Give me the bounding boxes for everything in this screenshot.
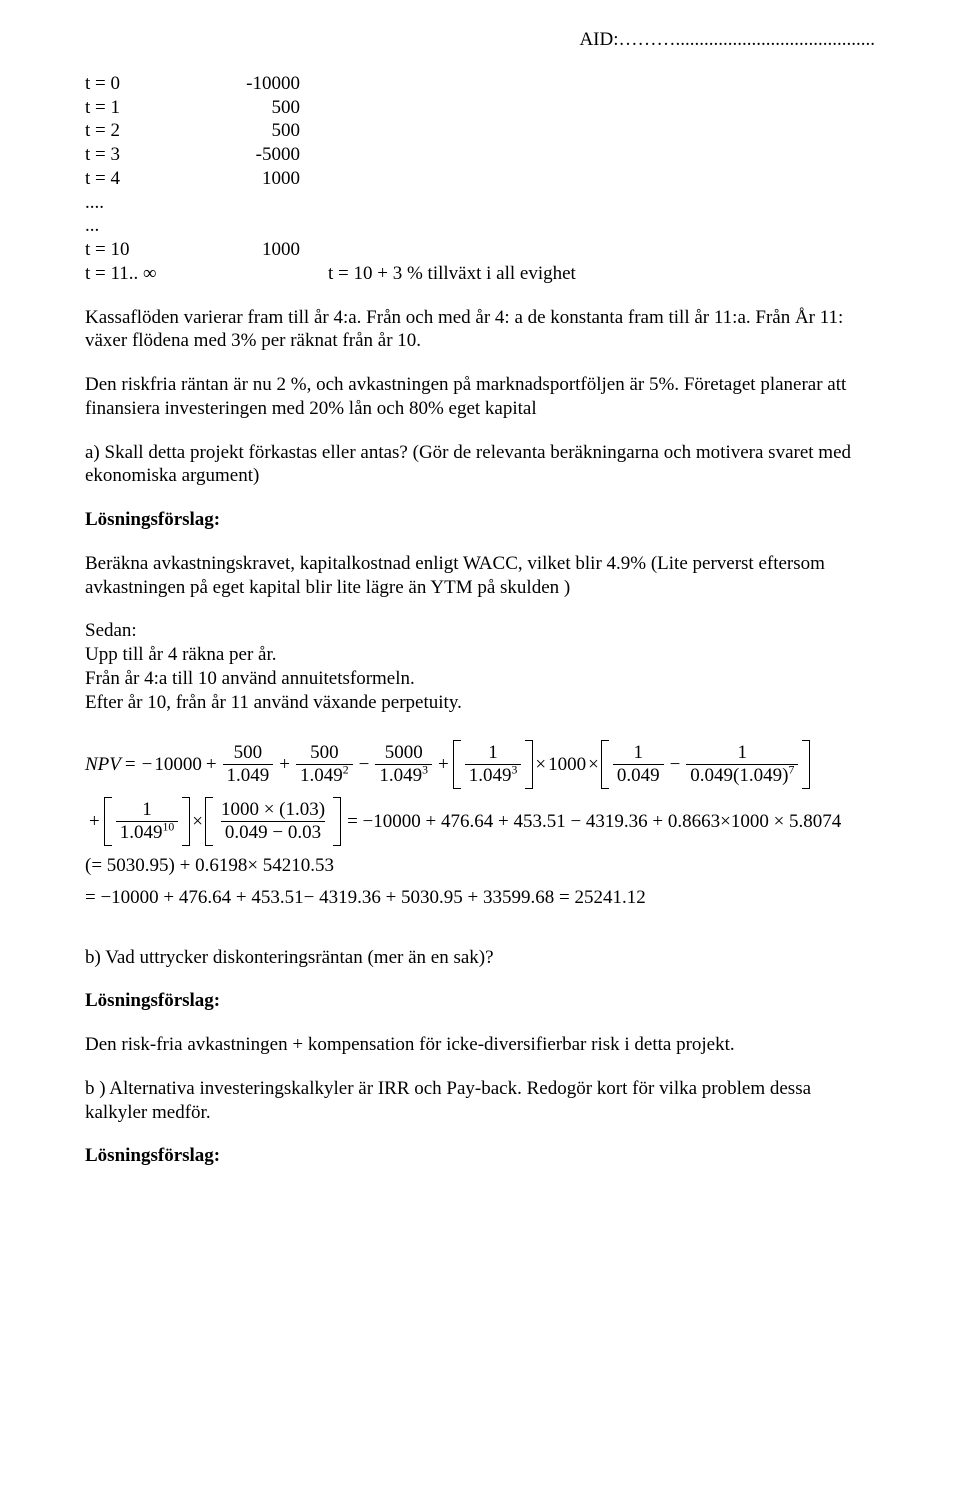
table-row: t = 1500 (85, 96, 576, 120)
sedan-label: Sedan: (85, 619, 875, 643)
problem-p3: a) Skall detta projekt förkastas eller a… (85, 441, 875, 489)
equals-sign: = (121, 753, 140, 777)
plus-sign: + (434, 753, 453, 777)
cashflow-t: t = 3 (85, 143, 230, 167)
frac-b2a: 1 0.049 (613, 743, 664, 786)
times-sign: × (190, 810, 205, 834)
cashflow-t: t = 2 (85, 119, 230, 143)
cashflow-t: t = 10 (85, 238, 230, 262)
table-row: t = 11.. ∞ t = 10 + 3 % tillväxt i all ev… (85, 262, 576, 286)
plus-sign: + (202, 753, 221, 777)
bracket-3: 1 1.04910 (104, 797, 191, 846)
part-b-q2: b ) Alternativa investeringskalkyler är … (85, 1077, 875, 1125)
plus-sign: + (85, 810, 104, 834)
table-row: t = 0-10000 (85, 72, 576, 96)
cashflow-v: -10000 (230, 72, 300, 96)
minus-sign: − (355, 753, 374, 777)
table-row: t = 41000 (85, 167, 576, 191)
table-row: ... (85, 214, 576, 238)
cashflow-v: 500 (230, 96, 300, 120)
cashflow-v (230, 191, 300, 215)
solution-a-l1: Upp till år 4 räkna per år. (85, 643, 875, 667)
cashflow-v (230, 262, 300, 286)
frac-r2b: 1000 × (1.03) 0.049 − 0.03 (217, 800, 329, 843)
cashflow-extra: t = 10 + 3 % tillväxt i all evighet (300, 262, 576, 286)
table-row: t = 2500 (85, 119, 576, 143)
cashflow-v (230, 214, 300, 238)
row2-rhs: = −10000 + 476.64 + 453.51 − 4319.36 + 0… (341, 810, 841, 834)
part-b-question: b) Vad uttrycker diskonteringsräntan (me… (85, 946, 875, 970)
cashflow-v: 1000 (230, 167, 300, 191)
times-sign: × (533, 753, 548, 777)
table-row: .... (85, 191, 576, 215)
cashflow-t: .... (85, 191, 230, 215)
formula-row-4: = −10000 + 476.64 + 453.51− 4319.36 + 50… (85, 886, 875, 910)
solution-a-l2: Från år 4:a till 10 använd annuitetsform… (85, 667, 875, 691)
cashflow-t: t = 4 (85, 167, 230, 191)
bracket-4: 1000 × (1.03) 0.049 − 0.03 (205, 797, 341, 846)
losningsforslag-1: Lösningsförslag: (85, 508, 875, 532)
cashflow-v: -5000 (230, 143, 300, 167)
initial-value: 10000 (154, 753, 202, 777)
table-row: t = 101000 (85, 238, 576, 262)
cashflow-t: ... (85, 214, 230, 238)
part-b-answer: Den risk-fria avkastningen + kompensatio… (85, 1033, 875, 1057)
times-1000: 1000 (548, 753, 586, 777)
frac-3: 5000 1.0493 (375, 743, 432, 786)
aid-header: AID:……….................................… (85, 28, 875, 52)
bracket-1: 1 1.0493 (453, 740, 534, 789)
frac-1: 500 1.049 (223, 743, 274, 786)
cashflow-t: t = 1 (85, 96, 230, 120)
problem-p2: Den riskfria räntan är nu 2 %, och avkas… (85, 373, 875, 421)
row4-text: = −10000 + 476.64 + 453.51− 4319.36 + 50… (85, 886, 646, 910)
cashflow-table: t = 0-10000t = 1500t = 2500t = 3-5000t =… (85, 72, 576, 286)
frac-b2b: 1 0.049(1.049)7 (686, 743, 798, 786)
formula-row-3: (= 5030.95) + 0.6198× 54210.53 (85, 854, 875, 878)
formula-row-2: + 1 1.04910 × 1000 × (1.03) 0.049 − 0.03 (85, 797, 875, 846)
row3-text: (= 5030.95) + 0.6198× 54210.53 (85, 854, 334, 878)
solution-a-l3: Efter år 10, från år 11 använd växande p… (85, 691, 875, 715)
problem-p1: Kassaflöden varierar fram till år 4:a. F… (85, 306, 875, 354)
cashflow-t: t = 11.. ∞ (85, 262, 230, 286)
times-sign: × (586, 753, 601, 777)
losningsforslag-3: Lösningsförslag: (85, 1144, 875, 1168)
table-row: t = 3-5000 (85, 143, 576, 167)
npv-label: NPV (85, 753, 121, 777)
frac-b1: 1 1.0493 (465, 743, 522, 786)
npv-formula: NPV = − 10000 + 500 1.049 + 500 1.0492 −… (85, 740, 875, 909)
minus-sign: − (666, 753, 685, 777)
frac-r2a: 1 1.04910 (116, 800, 179, 843)
minus-sign: − (140, 753, 155, 777)
frac-2: 500 1.0492 (296, 743, 353, 786)
losningsforslag-2: Lösningsförslag: (85, 989, 875, 1013)
solution-a-p1: Beräkna avkastningskravet, kapitalkostna… (85, 552, 875, 600)
plus-sign: + (275, 753, 294, 777)
cashflow-t: t = 0 (85, 72, 230, 96)
formula-row-1: NPV = − 10000 + 500 1.049 + 500 1.0492 −… (85, 740, 875, 789)
bracket-2: 1 0.049 − 1 0.049(1.049)7 (601, 740, 811, 789)
cashflow-v: 1000 (230, 238, 300, 262)
cashflow-v: 500 (230, 119, 300, 143)
